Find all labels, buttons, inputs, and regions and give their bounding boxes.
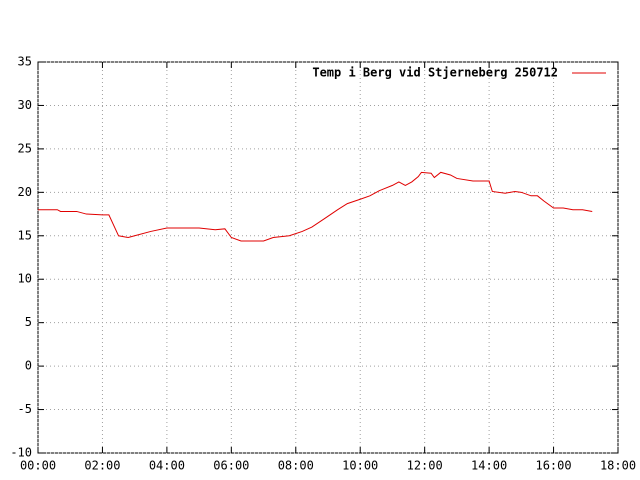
y-tick-label: 0 — [25, 359, 32, 373]
plot-frame — [37, 61, 619, 454]
y-tick-label: 35 — [18, 55, 32, 69]
y-tick-label: 10 — [18, 272, 32, 286]
legend-label: Temp i Berg vid Stjerneberg 250712 — [312, 66, 558, 80]
y-tick-label: 30 — [18, 98, 32, 112]
y-tick-label: 25 — [18, 141, 32, 155]
x-tick-label: 08:00 — [278, 459, 314, 473]
y-tick-label: -5 — [18, 402, 32, 416]
x-tick-label: 14:00 — [471, 459, 507, 473]
x-tick-label: 18:00 — [600, 459, 636, 473]
x-tick-label: 00:00 — [20, 459, 56, 473]
x-tick-label: 16:00 — [535, 459, 571, 473]
data-line — [38, 171, 593, 242]
x-tick-label: 12:00 — [407, 459, 443, 473]
x-tick-label: 04:00 — [149, 459, 185, 473]
y-tick-label: 20 — [18, 185, 32, 199]
x-tick-label: 10:00 — [342, 459, 378, 473]
x-tick-label: 02:00 — [84, 459, 120, 473]
x-tick-label: 06:00 — [213, 459, 249, 473]
y-tick-label: -10 — [10, 446, 32, 460]
y-tick-label: 15 — [18, 228, 32, 242]
y-tick-label: 5 — [25, 315, 32, 329]
